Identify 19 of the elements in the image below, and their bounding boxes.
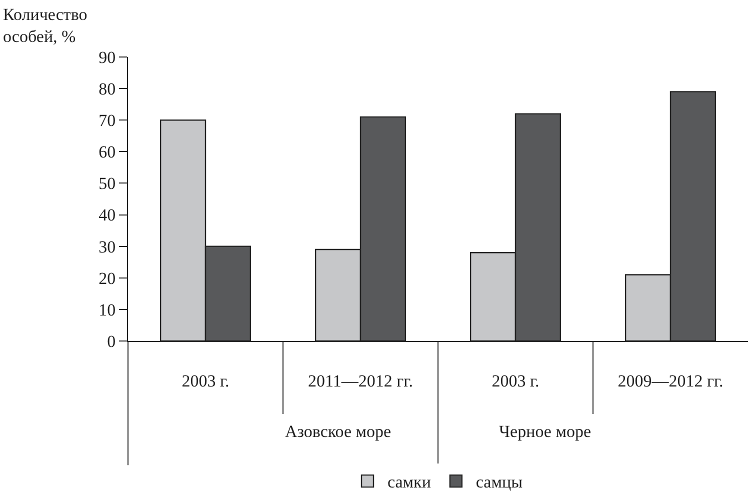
y-axis-title: Количество особей, % bbox=[3, 5, 88, 46]
y-tick-label: 20 bbox=[98, 268, 116, 288]
y-tick-label: 60 bbox=[98, 142, 116, 162]
text: Черное море bbox=[499, 422, 591, 441]
y-tick-label: 90 bbox=[98, 48, 116, 67]
text: Азовское море bbox=[285, 422, 392, 441]
y-tick-label: 70 bbox=[98, 111, 116, 130]
y-tick-label: 30 bbox=[98, 237, 116, 256]
legend-label: самки bbox=[388, 472, 431, 492]
y-tick-label: 40 bbox=[98, 206, 116, 225]
y-tick-label: 10 bbox=[98, 300, 116, 320]
x-tick-label: 2003 г. bbox=[182, 371, 230, 390]
legend-label: самцы bbox=[476, 472, 524, 492]
x-tick-label: 2003 г. bbox=[492, 371, 540, 390]
y-tick-label: 80 bbox=[98, 80, 116, 99]
y-tick-label: 0 bbox=[107, 332, 116, 351]
x-tick-label: 2011—2012 гг. bbox=[308, 371, 413, 390]
x-tick-label: 2009—2012 гг. bbox=[618, 371, 724, 390]
y-tick-label: 50 bbox=[98, 174, 116, 194]
